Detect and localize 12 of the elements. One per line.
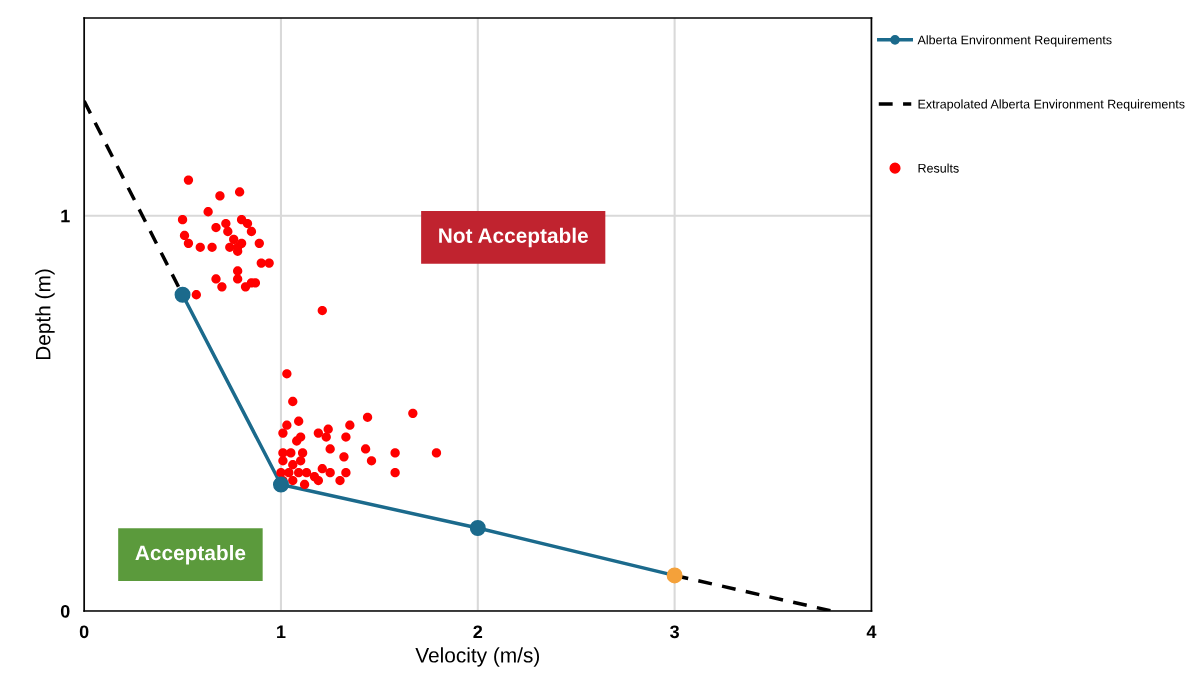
x-tick-label: 3 <box>670 625 679 639</box>
y-axis-title: Depth (m) <box>35 269 55 360</box>
annotation: Acceptable <box>135 544 246 565</box>
legend-label: Alberta Environment Requirements <box>917 35 1112 47</box>
x-axis-title: Velocity (m/s) <box>415 647 540 667</box>
legend-label: Extrapolated Alberta Environment Requirements <box>918 99 1185 111</box>
x-tick-label: 0 <box>79 625 89 639</box>
x-tick-label: 2 <box>473 625 483 639</box>
annotation: Not Acceptable <box>439 227 588 248</box>
legend-label: Results <box>918 163 959 173</box>
x-tick-label: 1 <box>277 625 286 639</box>
x-tick-label: 4 <box>866 625 877 639</box>
